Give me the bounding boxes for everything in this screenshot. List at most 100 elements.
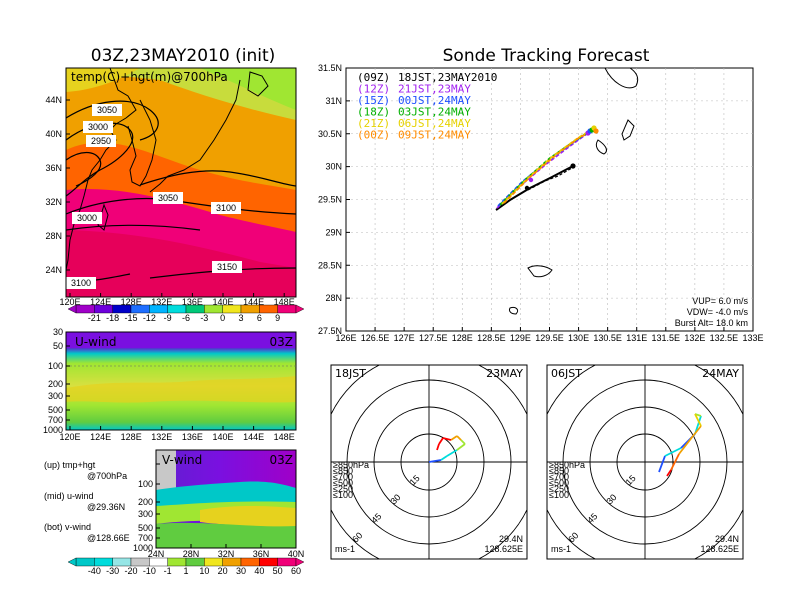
colorbar-arrow-left [67,304,77,314]
colorbar-swatch [75,557,95,567]
v-x-tick-label: 28N [183,549,200,559]
hodograph-segment [678,435,694,455]
lon-tick-label: 144E [243,297,264,307]
colorbar-label: -1 [164,566,172,576]
tracking-map [345,67,754,332]
u-y-tick-label: 100 [48,361,63,371]
hodograph-segment [428,459,442,463]
hodograph-segment [694,413,702,427]
v-x-tick-label: 36N [253,549,270,559]
u-x-tick-label: 136E [182,432,203,442]
ring-label: 15 [408,473,422,487]
colorbar-label: -6 [182,313,190,323]
u-wind-x-ticks: 120E 124E 128E 132E 136E 140E 144E 148E [59,426,295,442]
v-wind-label: V-wind [162,453,202,467]
v-y-tick-label: 100 [138,479,153,489]
colorbar-swatch [167,557,187,567]
colorbar-label: 3 [238,313,243,323]
colorbar-arrow-left [67,557,77,567]
note-mid-line1: (mid) u-wind [44,491,94,501]
u-x-tick-label: 140E [212,432,233,442]
colorbar-swatch [94,557,113,567]
colorbar-swatch [185,557,205,567]
legend-code: (12Z) [357,83,390,96]
legend-code: (09Z) [357,71,390,84]
lat-tick-label: 27.5N [318,326,342,336]
ring-label: 15 [624,473,638,487]
lat-tick-label: 32N [45,197,62,207]
hodograph-segment [460,439,466,445]
colorbar-label: -20 [124,566,137,576]
tracking-legend: (09Z) 18JST,23MAY2010 (12Z) 21JST,23MAY (15Z… [357,71,497,142]
hodograph-lat: 29.4N [715,534,739,544]
note-bot-line2: @128.66E [87,533,130,543]
ring-label: 30 [388,492,402,506]
lon-tick-label: 128E [452,333,473,343]
colorbar-swatch [112,304,132,314]
u-x-tick-label: 132E [151,432,172,442]
tracking-lon-ticks: 126E 126.5E 127E 127.5E 128E 128.5E 129E 129.5E… [335,327,764,343]
colorbar-label: -9 [164,313,172,323]
lon-tick-label: 120E [59,297,80,307]
legend-code: (21Z) [357,117,390,130]
colorbar-swatch [149,557,168,567]
u-y-tick-label: 700 [48,415,63,425]
colorbar-swatch [149,304,168,314]
contour-label: 3000 [77,213,97,223]
lon-tick-label: 128E [121,297,142,307]
temp-map [66,68,296,297]
param-vup: VUP= 6.0 m/s [692,296,748,306]
lon-tick-label: 129.5E [535,333,564,343]
colorbar-swatch [240,557,260,567]
legend-text: 03JST,24MAY [398,106,471,119]
colorbar-label: -3 [200,313,208,323]
lon-tick-label: 128.5E [477,333,506,343]
hodograph-segment [446,449,458,457]
level-legend: ≤250 [333,484,353,494]
hodograph-segment [456,443,466,451]
lat-tick-label: 40N [45,129,62,139]
colorbar-arrow-right [295,557,305,567]
legend-text: 00JST,24MAY [398,94,471,107]
u-x-tick-label: 148E [274,432,295,442]
lat-tick-label: 31N [325,96,342,106]
lon-tick-label: 132.5E [710,333,739,343]
temp-colorbar: -21 -18 -15 -12 -9 -6 -3 0 3 6 9 [67,304,305,323]
lon-tick-label: 140E [212,297,233,307]
right-title: Sonde Tracking Forecast [443,46,650,66]
lon-tick-label: 127.5E [419,333,448,343]
lat-tick-label: 31.5N [318,63,342,73]
lon-tick-label: 124E [90,297,111,307]
param-vdw: VDW= -4.0 m/s [687,307,749,317]
lat-tick-label: 28N [325,293,342,303]
lon-tick-label: 126.5E [361,333,390,343]
level-legend: ≤850 [333,466,353,476]
contour-label: 3050 [158,193,178,203]
colorbar-arrow-right [295,304,305,314]
map-lon-ticks: 120E 124E 128E 132E 136E 140E 144E 148E [59,293,295,307]
colorbar-label: -18 [106,313,119,323]
u-y-tick-label: 300 [48,391,63,401]
colorbar-swatch [277,557,297,567]
contour-label: 3100 [216,203,236,213]
v-wind-x-ticks: 24N 28N 32N 36N 40N [148,544,305,559]
u-x-tick-label: 124E [90,432,111,442]
lon-tick-label: 131E [626,333,647,343]
lat-tick-label: 30N [325,162,342,172]
contour-label: 3100 [71,278,91,288]
level-legend: ≤700 [549,472,569,482]
v-x-tick-label: 40N [288,549,305,559]
lat-tick-label: 36N [45,163,62,173]
level-legend: ≥850hPa [549,460,585,470]
hodograph-lon: 128.625E [700,544,739,554]
colorbar-swatch [240,304,260,314]
map-frame [65,67,297,298]
hodograph-segment [658,455,666,473]
lat-tick-label: 44N [45,95,62,105]
lon-tick-label: 132E [151,297,172,307]
u-x-tick-label: 144E [243,432,264,442]
colorbar-swatch [112,557,132,567]
u-wind-label: U-wind [75,335,116,349]
